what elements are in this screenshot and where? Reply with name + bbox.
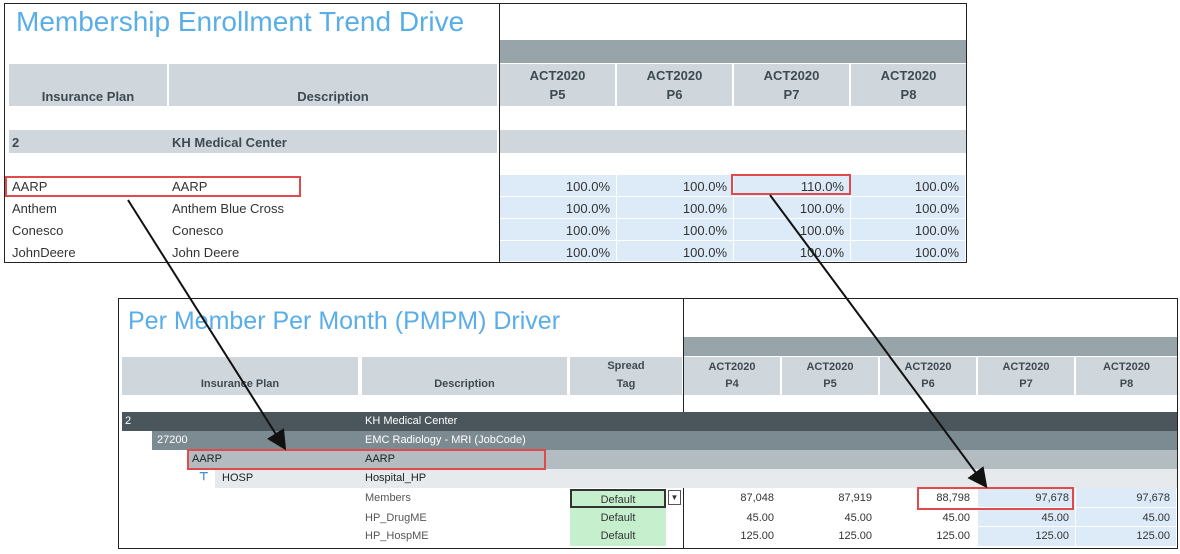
period-header: ACT2020	[806, 361, 854, 373]
value-cell[interactable]: 100.0%	[500, 241, 617, 262]
value-cell[interactable]: 87,048	[740, 492, 774, 504]
description-cell: AARP	[172, 179, 208, 194]
description-cell: John Deere	[172, 245, 240, 260]
spread-tag-select[interactable]: Default	[570, 489, 666, 508]
insurance-plan-header: Insurance Plan	[200, 378, 280, 390]
highlight-box	[731, 174, 851, 195]
period-header-sub: P7	[1019, 378, 1033, 390]
highlight-box	[917, 487, 1074, 510]
value-cell[interactable]: 45.00	[942, 512, 970, 524]
period-header-sub: P5	[549, 87, 566, 102]
spread-tag-header-sub: Tag	[616, 378, 636, 390]
period-header-sub: P8	[1119, 378, 1134, 390]
value-cell[interactable]: 100.0%	[734, 197, 851, 219]
period-header-sub: P5	[823, 378, 837, 390]
level1-code: 2	[125, 415, 132, 427]
value-cell[interactable]: 97,678	[1076, 488, 1177, 508]
description-header: Description	[434, 378, 495, 390]
metric-label: HP_DrugME	[365, 512, 427, 524]
value-cell[interactable]: 125.00	[978, 527, 1076, 547]
panel-title: Membership Enrollment Trend Drive	[16, 6, 465, 37]
value-cell[interactable]: 100.0%	[617, 219, 734, 241]
period-header-sub: P7	[783, 87, 800, 102]
value-cell[interactable]: 45.00	[978, 508, 1076, 527]
period-header: ACT2020	[646, 68, 703, 83]
description-cell: Anthem Blue Cross	[172, 201, 284, 216]
period-header: ACT2020	[904, 361, 952, 373]
value-cell[interactable]: 100.0%	[617, 197, 734, 219]
value-cell[interactable]: 97,678	[978, 488, 1076, 508]
insurance-plan-header: Insurance Plan	[41, 89, 135, 104]
highlight-box	[187, 449, 546, 470]
level4-code: HOSP	[222, 472, 254, 484]
spread-tag-select[interactable]: Default	[570, 527, 666, 546]
plan-cell: Conesco	[12, 223, 64, 238]
period-header: ACT2020	[1002, 361, 1050, 373]
group-name: KH Medical Center	[172, 135, 287, 150]
metric-label: HP_HospME	[365, 530, 429, 542]
value-cell[interactable]: 100.0%	[851, 175, 966, 197]
pin-icon[interactable]: ⊤	[199, 471, 209, 483]
value-cell[interactable]: 125.00	[936, 530, 970, 542]
description-cell: Conesco	[172, 223, 224, 238]
description-header: Description	[297, 89, 369, 104]
value-cell[interactable]: 45.00	[1076, 508, 1177, 527]
period-header-sub: P6	[666, 87, 683, 102]
plan-cell: JohnDeere	[12, 245, 76, 260]
value-cell[interactable]: 87,919	[838, 492, 872, 504]
value-cell[interactable]: 100.0%	[734, 219, 851, 241]
plan-cell: AARP	[12, 179, 48, 194]
value-cell[interactable]: 125.00	[838, 530, 872, 542]
value-cell[interactable]: 100.0%	[734, 241, 851, 262]
level3-code: AARP	[192, 453, 222, 465]
period-header: ACT2020	[880, 68, 937, 83]
level1-name: KH Medical Center	[365, 415, 458, 427]
value-cell[interactable]: 45.00	[844, 512, 872, 524]
period-header: ACT2020	[763, 68, 820, 83]
value-cell[interactable]: 125.00	[740, 530, 774, 542]
group-code: 2	[12, 135, 20, 150]
level2-name: EMC Radiology - MRI (JobCode)	[365, 434, 526, 446]
level2-code: 27200	[157, 434, 188, 446]
level3-name: AARP	[365, 453, 395, 465]
period-header: ACT2020	[529, 68, 586, 83]
value-cell[interactable]: 100.0%	[851, 241, 966, 262]
value-cell[interactable]: 125.00	[1076, 527, 1177, 547]
period-header-sub: P4	[725, 378, 739, 390]
plan-cell: Anthem	[12, 201, 57, 216]
value-cell[interactable]: 100.0%	[500, 219, 617, 241]
spread-tag-select[interactable]: Default	[570, 508, 666, 527]
value-cell[interactable]: 100.0%	[617, 175, 734, 197]
value-cell[interactable]: 88,798	[936, 492, 970, 504]
value-cell[interactable]: 100.0%	[851, 197, 966, 219]
period-header: ACT2020	[708, 361, 756, 373]
period-header: ACT2020	[1102, 361, 1151, 373]
panel-title: Per Member Per Month (PMPM) Driver	[128, 307, 561, 335]
value-cell[interactable]: 100.0%	[851, 219, 966, 241]
value-cell[interactable]: 45.00	[746, 512, 774, 524]
period-header-sub: P6	[921, 378, 935, 390]
period-header-sub: P8	[900, 87, 917, 102]
chevron-down-icon[interactable]: ▼	[668, 490, 681, 505]
level4-name: Hospital_HP	[365, 472, 427, 484]
highlight-box	[5, 176, 301, 197]
value-cell[interactable]: 100.0%	[500, 175, 617, 197]
value-cell[interactable]: 100.0%	[617, 241, 734, 262]
value-cell[interactable]: 100.0%	[500, 197, 617, 219]
metric-label: Members	[365, 492, 411, 504]
spread-tag-header: Spread	[607, 360, 645, 372]
